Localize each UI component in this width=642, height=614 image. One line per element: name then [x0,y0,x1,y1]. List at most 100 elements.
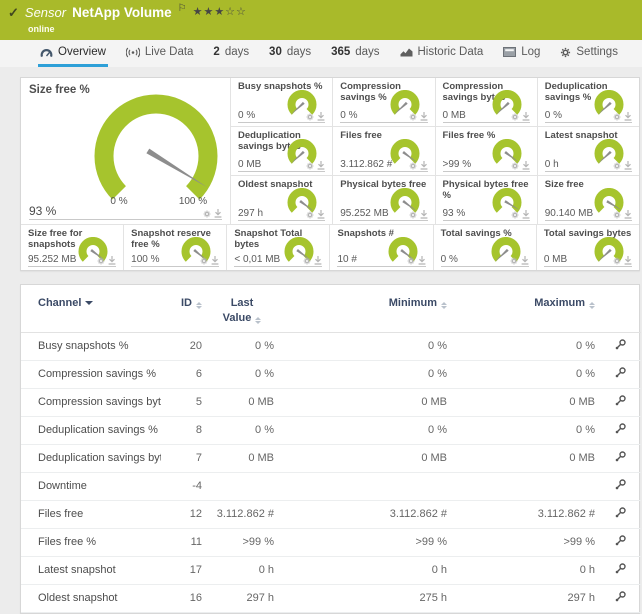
cell-maximum: 0 % [451,416,599,445]
pin-icon[interactable] [420,161,428,170]
gear-icon[interactable] [306,113,314,121]
gauge-dial [280,237,318,270]
gear-icon[interactable] [613,162,621,170]
tab-overview[interactable]: Overview [38,40,108,67]
pin-icon[interactable] [420,112,428,121]
pin-icon[interactable] [317,112,325,121]
gauge-label: Files free [340,130,382,141]
table-row: Oldest snapshot 16 297 h 275 h 297 h [21,584,641,613]
gauge-tile[interactable]: Physical bytes free % 93 % [435,176,537,224]
gauge-tile[interactable]: Total savings bytes 0 MB [536,225,639,270]
gear-icon[interactable] [409,211,417,219]
pin-icon[interactable] [521,256,529,265]
gear-icon[interactable] [306,162,314,170]
pin-icon[interactable] [317,161,325,170]
wrench-icon[interactable] [614,562,627,575]
pin-icon[interactable] [211,256,219,265]
gauge-tile[interactable]: Oldest snapshot 297 h [231,176,333,224]
cell-minimum: 0 MB [278,444,451,473]
gauge-dial [386,139,424,174]
pin-icon[interactable] [522,210,530,219]
tab-log[interactable]: Log [501,40,542,67]
wrench-icon[interactable] [614,478,627,491]
gear-icon[interactable] [613,211,621,219]
pin-icon[interactable] [214,209,222,218]
tab-settings[interactable]: Settings [558,40,620,67]
gauge-value: 93 % [442,208,466,219]
tab-label: days [355,46,380,58]
gear-icon[interactable] [510,257,518,265]
wrench-icon[interactable] [614,450,627,463]
tab-30-days[interactable]: 30 days [269,46,312,58]
wrench-icon[interactable] [614,338,627,351]
gear-icon[interactable] [511,162,519,170]
gauge-tile[interactable]: Latest snapshot 0 h [537,127,639,175]
gauge-label: Snapshots # [337,228,394,239]
gauge-tile[interactable]: Snapshot reserve free % 100 % [124,225,227,270]
gear-icon[interactable] [203,210,211,218]
gauge-tile[interactable]: Compression savings % 0 % [333,78,435,126]
gauge-tile[interactable]: Physical bytes free 95.252 MB [333,176,435,224]
wrench-icon[interactable] [614,366,627,379]
column-header-id[interactable]: ID [161,291,206,333]
gauge-tile-main[interactable]: Size free % 0 % 100 % 93 % [21,78,230,224]
column-header-channel[interactable]: Channel [21,291,161,333]
wrench-icon[interactable] [614,506,627,519]
gauge-tile[interactable]: Deduplication savings % 0 % [537,78,639,126]
column-header-last[interactable]: Last Value [206,291,278,333]
tab-365-days[interactable]: 365 days [331,46,380,58]
gear-icon[interactable] [409,162,417,170]
gauge-tile[interactable]: Files free % >99 % [435,127,537,175]
gauge-tile[interactable]: Total savings % 0 % [433,225,536,270]
gear-icon[interactable] [306,211,314,219]
gauge-tile[interactable]: Compression savings bytes 0 MB [435,78,537,126]
pin-icon[interactable] [624,210,632,219]
pin-icon[interactable] [624,256,632,265]
column-header-max[interactable]: Maximum [451,291,599,333]
gauge-tile[interactable]: Files free 3.112.862 # [333,127,435,175]
sort-desc-icon [85,301,94,305]
pin-icon[interactable] [317,210,325,219]
gauge-tile[interactable]: Busy snapshots % 0 % [231,78,333,126]
pin-icon[interactable] [624,112,632,121]
pin-icon[interactable] [108,256,116,265]
wrench-icon[interactable] [614,394,627,407]
cell-last-value: 3.112.862 # [206,500,278,529]
pin-icon[interactable] [522,161,530,170]
wrench-icon[interactable] [614,422,627,435]
pin-icon[interactable] [420,210,428,219]
gauge-tile[interactable]: Size free 90.140 MB [537,176,639,224]
wrench-icon[interactable] [614,590,627,603]
pin-icon[interactable] [418,256,426,265]
gauge-value: 10 # [337,254,357,265]
gear-icon[interactable] [613,113,621,121]
pin-icon[interactable] [624,161,632,170]
tab-live-data[interactable]: Live Data [124,40,196,67]
table-row: Compression savings % 6 0 % 0 % 0 % [21,360,641,389]
gauge-tile[interactable]: Size free for snapshots 95.252 MB [21,225,124,270]
gauge-tile[interactable]: Deduplication savings bytes 0 MB [231,127,333,175]
gauge-tile[interactable]: Snapshot Total bytes < 0,01 MB [227,225,330,270]
gauge-tile[interactable]: Snapshots # 10 # [330,225,433,270]
wrench-icon[interactable] [614,534,627,547]
gear-icon[interactable] [511,211,519,219]
flag-icon[interactable]: ⚐ [177,3,187,14]
gear-icon[interactable] [97,257,105,265]
column-header-min[interactable]: Minimum [278,291,451,333]
table-row: Files free 12 3.112.862 # 3.112.862 # 3.… [21,500,641,529]
tab-label: days [224,46,250,58]
gear-icon[interactable] [200,257,208,265]
tab-label: Overview [58,46,106,58]
gear-icon[interactable] [511,113,519,121]
gear-icon[interactable] [613,257,621,265]
gear-icon[interactable] [303,257,311,265]
gear-icon[interactable] [409,113,417,121]
pin-icon[interactable] [314,256,322,265]
tab-historic-data[interactable]: Historic Data [398,40,486,67]
gear-icon[interactable] [407,257,415,265]
priority-stars[interactable]: ★★★☆☆ [192,6,247,18]
gauge-value: 0 % [340,110,358,121]
cell-id: 8 [161,416,206,445]
pin-icon[interactable] [522,112,530,121]
tab-2-days[interactable]: 2 days [213,46,250,58]
